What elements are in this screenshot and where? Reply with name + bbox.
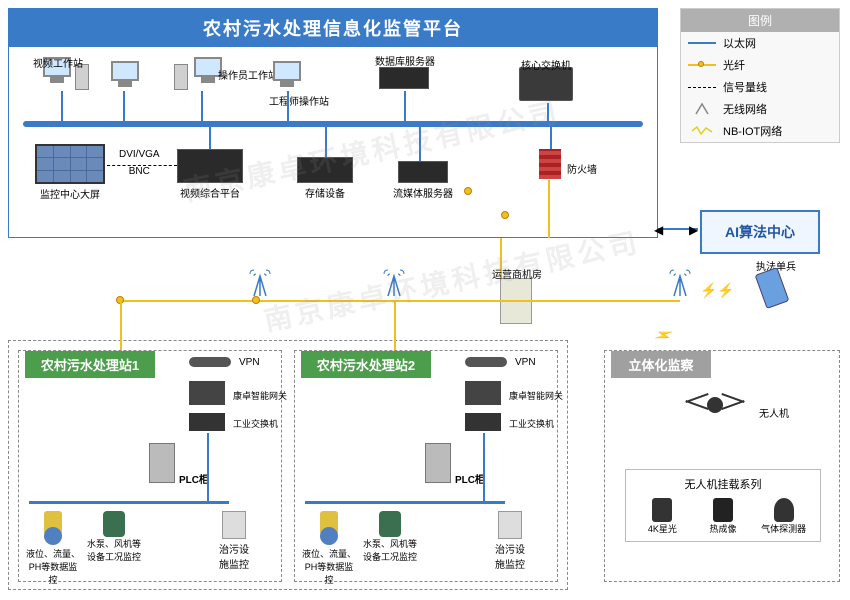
fiber-dot bbox=[501, 211, 509, 219]
dvi-label: DVI/VGA BNC bbox=[119, 147, 160, 177]
monitor-3d: 立体化监察 ⚡ 无人机 无人机挂载系列 4K星光 热成像 气体探测器 bbox=[604, 350, 840, 582]
ai-center: AI算法中心 bbox=[700, 210, 820, 254]
conn bbox=[61, 91, 63, 121]
station-2-title: 农村污水处理站2 bbox=[301, 351, 431, 378]
db-server: 数据库服务器 bbox=[379, 67, 429, 89]
fiber-link bbox=[548, 180, 550, 238]
watermark: 南京康卓环境科技有限公司 bbox=[260, 221, 644, 340]
fiber-drop bbox=[120, 300, 122, 352]
vpn-box: VPN bbox=[465, 357, 507, 367]
sensors-group: 液位、流量、 PH等数据监控 水泵、风机等 设备工况监控 bbox=[25, 511, 144, 586]
legend-item: NB-IOT网络 bbox=[681, 120, 839, 142]
nbiot-icon: ⚡ bbox=[652, 323, 676, 347]
antenna-icon bbox=[666, 268, 694, 301]
facility-monitor: 治污设 施监控 bbox=[219, 511, 249, 571]
legend-item: 以太网 bbox=[681, 32, 839, 54]
conn bbox=[123, 91, 125, 121]
signal-line bbox=[107, 165, 177, 166]
operator-workstation: 操作员工作站 bbox=[174, 57, 226, 90]
legend-title: 图例 bbox=[681, 9, 839, 32]
video-workstation-2 bbox=[107, 61, 143, 91]
storage: 存储设备 bbox=[297, 157, 353, 200]
plc-cabinet: PLC柜 bbox=[149, 443, 175, 483]
station-bus bbox=[29, 501, 229, 504]
platform-title: 农村污水处理信息化监管平台 bbox=[9, 9, 657, 47]
video-platform: 视频综合平台 bbox=[177, 149, 243, 200]
drone: 无人机 bbox=[685, 387, 745, 417]
conn bbox=[201, 91, 203, 121]
streaming-server: 流媒体服务器 bbox=[393, 161, 453, 200]
station-2: 农村污水处理站2 VPN 康卓智能网关 工业交换机 PLC柜 液位、流量、 PH… bbox=[294, 350, 558, 582]
plc-cabinet: PLC柜 bbox=[425, 443, 451, 483]
conn bbox=[483, 433, 485, 501]
video-workstation: 视频工作站 bbox=[39, 57, 91, 90]
core-switch: 核心交换机 bbox=[519, 67, 573, 101]
station-1-title: 农村污水处理站1 bbox=[25, 351, 155, 378]
monitor-3d-title: 立体化监察 bbox=[611, 351, 711, 378]
drone-kit-box: 无人机挂载系列 4K星光 热成像 气体探测器 bbox=[625, 469, 821, 542]
facility-monitor: 治污设 施监控 bbox=[495, 511, 525, 571]
sensors-group: 液位、流量、 PH等数据监控 水泵、风机等 设备工况监控 bbox=[301, 511, 420, 586]
fiber-dot bbox=[464, 187, 472, 195]
conn bbox=[287, 91, 289, 121]
conn bbox=[547, 103, 549, 123]
platform-box: 农村污水处理信息化监管平台 视频工作站 操作员工作站 工程师操作站 数据库服务器… bbox=[8, 8, 658, 238]
wireless-icon: ⚡⚡ bbox=[700, 282, 735, 299]
conn bbox=[550, 127, 552, 149]
industrial-switch: 工业交换机 bbox=[189, 413, 225, 431]
gateway: 康卓智能网关 bbox=[465, 381, 501, 405]
legend: 图例 以太网 光纤 信号量线 无线网络 NB-IOT网络 bbox=[680, 8, 840, 143]
legend-item: 无线网络 bbox=[681, 98, 839, 120]
gateway: 康卓智能网关 bbox=[189, 381, 225, 405]
legend-item: 信号量线 bbox=[681, 76, 839, 98]
engineer-workstation: 工程师操作站 bbox=[269, 61, 329, 108]
law-enforcement-unit: 执法单兵 bbox=[760, 270, 784, 306]
station-bus bbox=[305, 501, 505, 504]
firewall: 防火墙 bbox=[539, 149, 561, 179]
conn bbox=[404, 91, 406, 121]
legend-item: 光纤 bbox=[681, 54, 839, 76]
industrial-switch: 工业交换机 bbox=[465, 413, 501, 431]
station-1: 农村污水处理站1 VPN 康卓智能网关 工业交换机 PLC柜 液位、流量、 PH… bbox=[18, 350, 282, 582]
antenna-icon bbox=[380, 268, 408, 301]
conn bbox=[209, 127, 211, 149]
conn bbox=[325, 127, 327, 157]
antenna-icon bbox=[246, 268, 274, 301]
conn bbox=[419, 127, 421, 161]
conn bbox=[207, 433, 209, 501]
monitor-center-screen: 监控中心大屏 bbox=[35, 144, 105, 201]
fiber-drop bbox=[394, 300, 396, 352]
vpn-box: VPN bbox=[189, 357, 231, 367]
